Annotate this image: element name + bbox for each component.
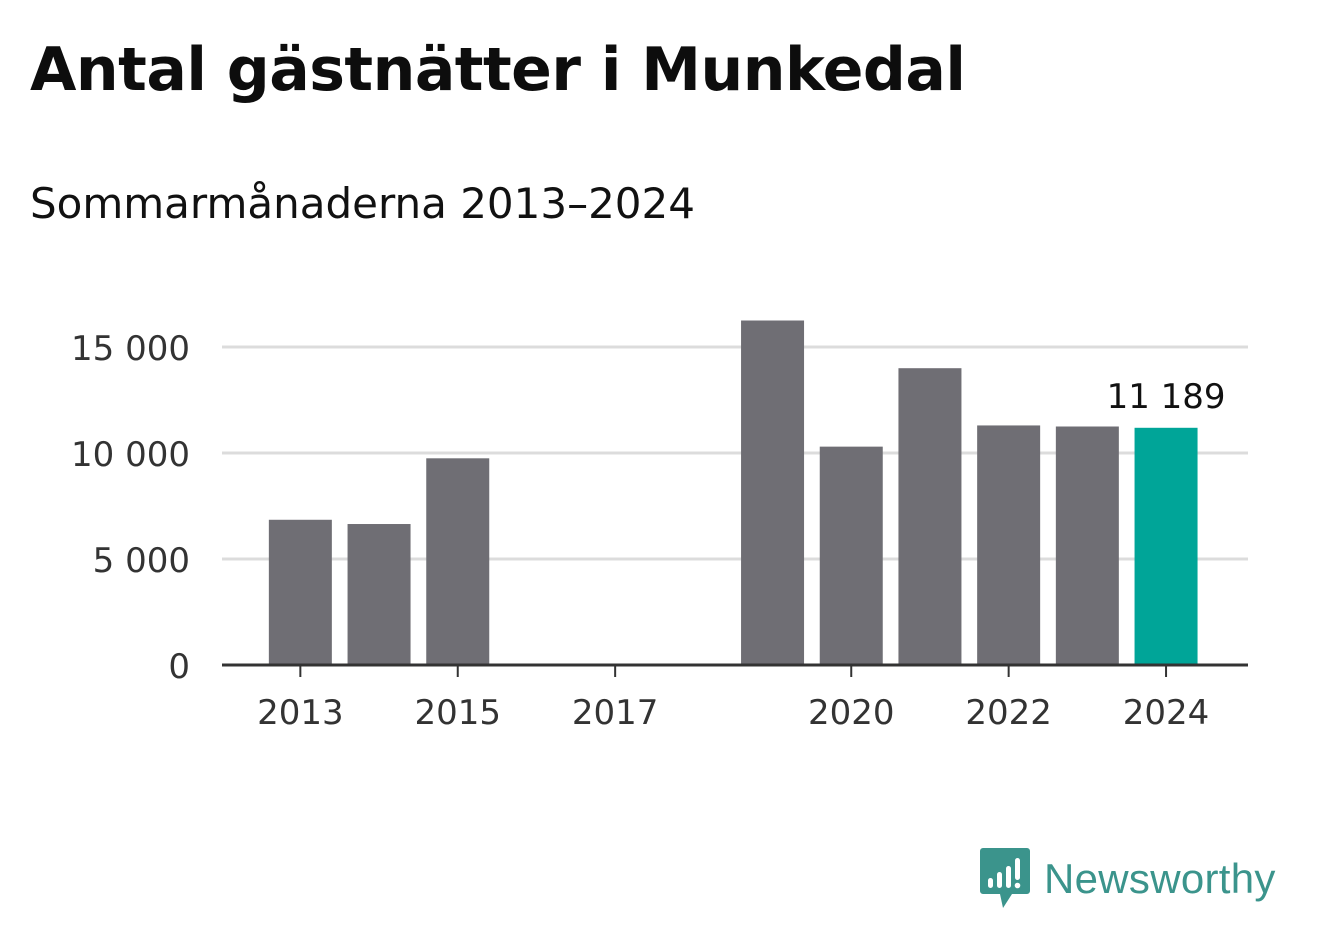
bar-2015	[426, 458, 490, 665]
brand-name: Newsworthy	[1044, 855, 1276, 902]
y-tick-labels: 0 5 000 10 000 15 000	[71, 329, 190, 687]
y-tick-label: 10 000	[71, 435, 190, 475]
data-label-highlight: 11 189	[1107, 377, 1226, 417]
x-tick-label: 2024	[1123, 693, 1210, 733]
x-tick-label: 2013	[257, 693, 344, 733]
data-labels: 11 189	[1107, 377, 1226, 417]
y-tick-label: 15 000	[71, 329, 190, 369]
bar-2019	[741, 320, 805, 665]
bar-chart-speech-bubble-icon	[980, 848, 1030, 908]
x-tick-label: 2015	[414, 693, 501, 733]
bar-2013	[268, 519, 332, 665]
bar-2014	[347, 524, 411, 665]
y-tick-label: 0	[168, 647, 190, 687]
bar-2020	[819, 446, 883, 665]
bar-2024	[1134, 427, 1198, 665]
x-tick-label: 2017	[572, 693, 659, 733]
bars	[268, 320, 1198, 665]
x-tick-labels: 2013 2015 2017 2020 2022 2024	[257, 693, 1209, 733]
bar-2022	[977, 425, 1041, 665]
bar-2023	[1055, 426, 1119, 665]
bar-2021	[898, 368, 962, 665]
y-tick-label: 5 000	[93, 541, 190, 581]
x-tick-label: 2020	[808, 693, 895, 733]
chart-title: Antal gästnätter i Munkedal	[30, 35, 966, 105]
chart-subtitle: Sommarmånaderna 2013–2024	[30, 179, 695, 228]
newsworthy-logo: Newsworthy	[980, 848, 1276, 910]
x-tick-label: 2022	[965, 693, 1052, 733]
x-axis	[222, 663, 1248, 677]
